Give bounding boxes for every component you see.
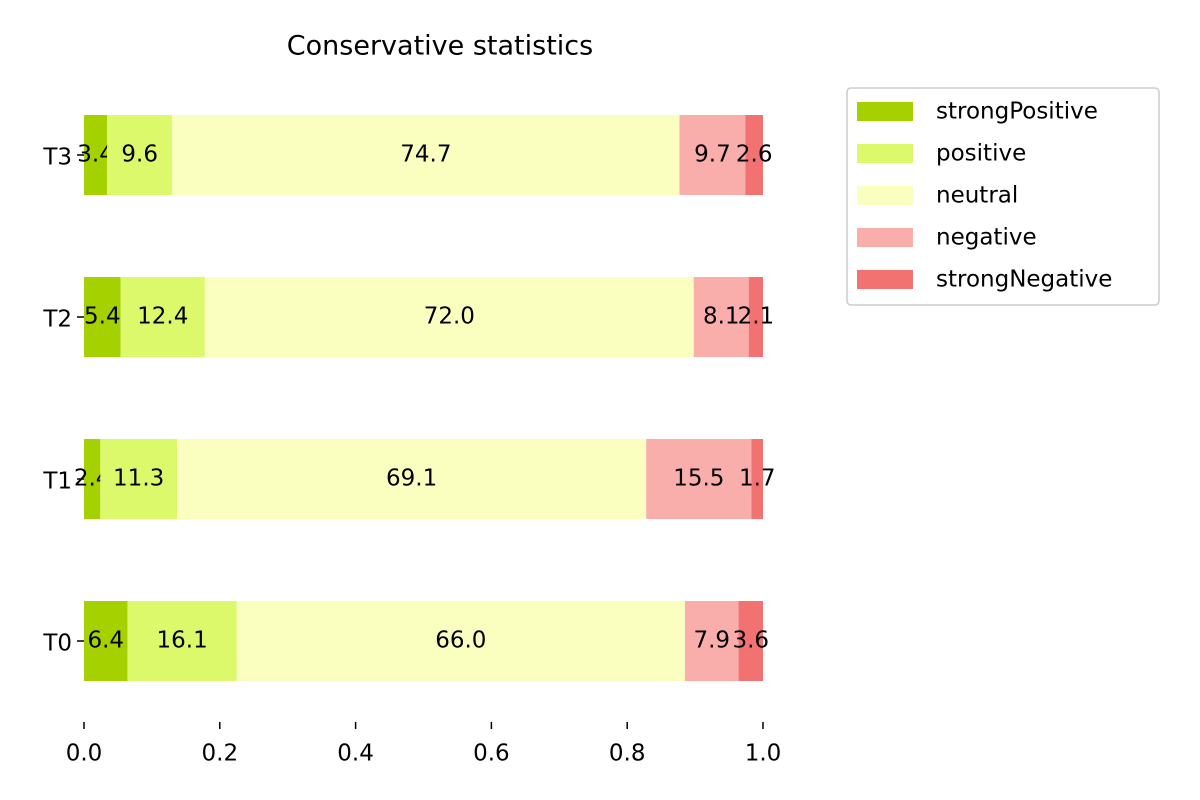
value-label: 72.0 <box>424 304 475 330</box>
bar-segment <box>693 277 749 357</box>
value-label: 6.4 <box>87 628 124 654</box>
bar-segment <box>177 439 647 519</box>
legend-swatch <box>857 228 913 247</box>
legend-label: neutral <box>936 183 1018 209</box>
legend-swatch <box>857 270 913 289</box>
bar-segment <box>236 601 685 681</box>
x-tick-label: 0.6 <box>473 741 510 767</box>
value-label: 2.6 <box>736 142 773 168</box>
value-label: 8.1 <box>703 304 740 330</box>
legend-label: negative <box>936 225 1037 251</box>
x-tick-label: 0.4 <box>337 741 374 767</box>
bar-segment <box>84 277 121 357</box>
value-label: 5.4 <box>84 304 121 330</box>
value-label: 9.7 <box>694 142 731 168</box>
y-tick-label: T0 <box>42 631 72 657</box>
value-label: 7.9 <box>693 628 730 654</box>
value-label: 66.0 <box>435 628 486 654</box>
legend-swatch <box>857 186 913 205</box>
value-label: 74.7 <box>400 142 451 168</box>
bar-segment <box>751 439 763 519</box>
legend-label: positive <box>936 141 1026 167</box>
value-label: 69.1 <box>386 466 437 492</box>
y-tick-label: T1 <box>42 469 72 495</box>
bar-segment <box>204 277 694 357</box>
value-label: 3.6 <box>732 628 769 654</box>
legend-box <box>846 87 1160 306</box>
bar-segment <box>745 115 763 195</box>
bar-segment <box>84 115 108 195</box>
value-label: 2.1 <box>738 304 775 330</box>
bar-segment <box>84 601 128 681</box>
bar-segment <box>120 277 205 357</box>
x-tick-label: 1.0 <box>745 741 782 767</box>
bar-segment <box>107 115 173 195</box>
x-tick-label: 0.2 <box>202 741 239 767</box>
legend-swatch <box>857 102 913 121</box>
legend-label: strongPositive <box>936 99 1098 125</box>
bar-segment <box>738 601 763 681</box>
x-tick-label: 0.8 <box>609 741 646 767</box>
bar-segment <box>684 601 739 681</box>
value-label: 15.5 <box>673 466 724 492</box>
bar-segment <box>679 115 746 195</box>
y-tick-label: T3 <box>42 145 72 171</box>
value-label: 9.6 <box>121 142 158 168</box>
value-label: 1.7 <box>739 466 776 492</box>
legend-label: strongNegative <box>936 267 1112 293</box>
y-tick-label: T2 <box>42 307 72 333</box>
bar-segment <box>172 115 680 195</box>
value-label: 11.3 <box>113 466 164 492</box>
bar-segment <box>646 439 752 519</box>
bar-segment <box>100 439 178 519</box>
value-label: 16.1 <box>157 628 208 654</box>
x-tick-label: 0.0 <box>66 741 103 767</box>
bar-segment <box>127 601 237 681</box>
legend-swatch <box>857 144 913 163</box>
bar-segment <box>84 439 101 519</box>
bar-segment <box>748 277 763 357</box>
value-label: 12.4 <box>137 304 188 330</box>
chart-title: Conservative statistics <box>287 31 593 62</box>
